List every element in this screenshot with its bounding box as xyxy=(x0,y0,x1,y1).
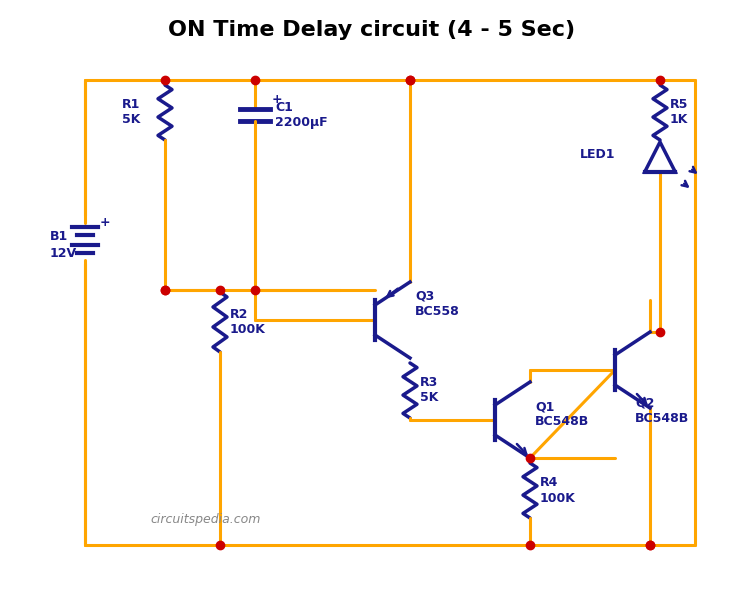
Text: C1
2200μF: C1 2200μF xyxy=(275,101,327,129)
Text: R4
100K: R4 100K xyxy=(540,476,576,504)
Text: circuitspedia.com: circuitspedia.com xyxy=(150,514,260,526)
Text: Q3
BC558: Q3 BC558 xyxy=(415,290,460,318)
Text: R3
5K: R3 5K xyxy=(420,376,438,404)
Text: ON Time Delay circuit (4 - 5 Sec): ON Time Delay circuit (4 - 5 Sec) xyxy=(168,20,576,40)
Text: R5
1K: R5 1K xyxy=(670,98,688,126)
Text: B1: B1 xyxy=(50,230,68,243)
Text: Q1
BC548B: Q1 BC548B xyxy=(535,400,589,428)
Text: R1
5K: R1 5K xyxy=(121,98,140,126)
Text: LED1: LED1 xyxy=(580,148,615,161)
Text: 12V: 12V xyxy=(50,247,77,260)
Text: +: + xyxy=(100,217,111,229)
Text: +: + xyxy=(272,93,283,106)
Text: R2
100K: R2 100K xyxy=(230,308,266,336)
Text: Q2
BC548B: Q2 BC548B xyxy=(635,397,689,425)
